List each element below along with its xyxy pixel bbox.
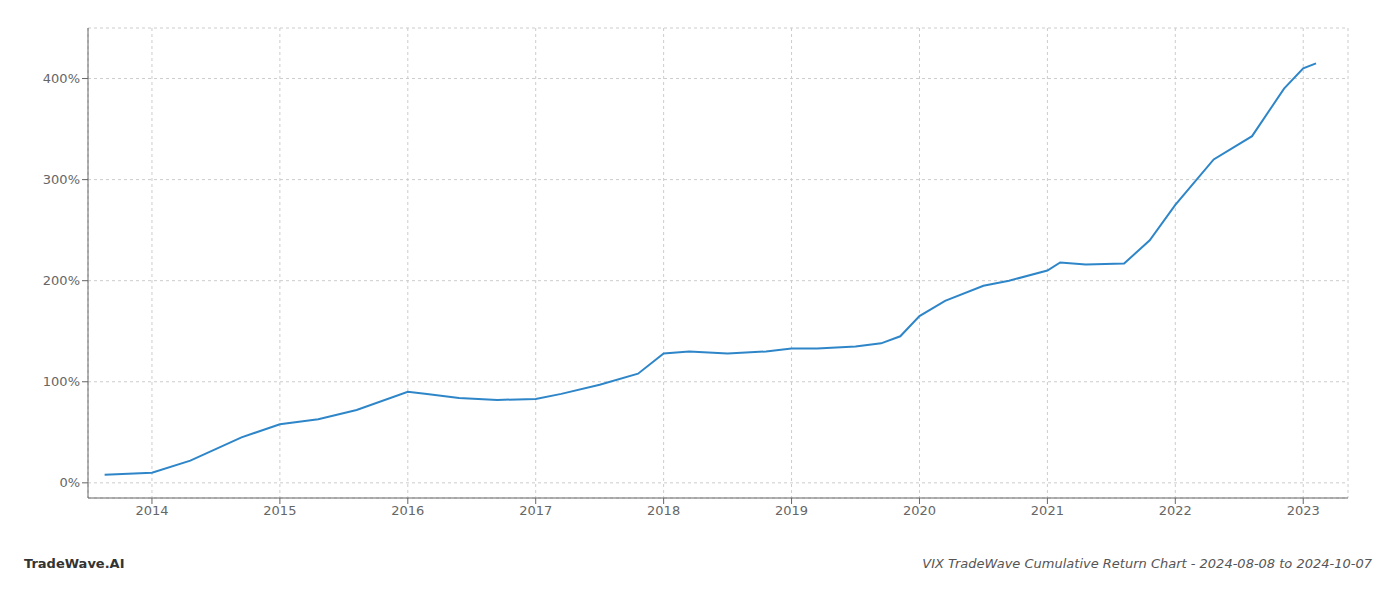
svg-text:2019: 2019 [775, 503, 808, 518]
html-text:VIX TradeWave Cumulative Retur: VIX TradeWave Cumulative Return Chart - … [922, 556, 1372, 571]
html-text:TradeWave.AI: TradeWave.AI [24, 556, 125, 571]
svg-text:300%: 300% [43, 172, 80, 187]
svg-text:2018: 2018 [647, 503, 680, 518]
svg-text:2020: 2020 [903, 503, 936, 518]
svg-text:2014: 2014 [135, 503, 168, 518]
svg-text:200%: 200% [43, 273, 80, 288]
svg-text:2022: 2022 [1159, 503, 1192, 518]
svg-text:400%: 400% [43, 71, 80, 86]
svg-text:2023: 2023 [1287, 503, 1320, 518]
svg-text:2021: 2021 [1031, 503, 1064, 518]
svg-text:2015: 2015 [263, 503, 296, 518]
svg-text:0%: 0% [59, 475, 80, 490]
svg-text:2016: 2016 [391, 503, 424, 518]
svg-text:100%: 100% [43, 374, 80, 389]
svg-text:2017: 2017 [519, 503, 552, 518]
